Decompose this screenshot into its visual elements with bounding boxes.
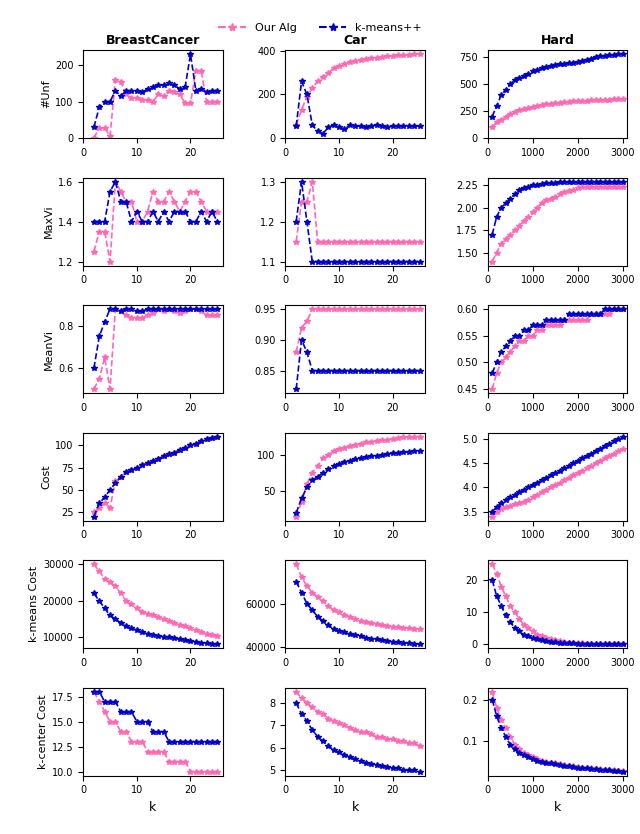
- Y-axis label: #Unf: #Unf: [41, 80, 51, 108]
- Title: Car: Car: [343, 34, 367, 48]
- Legend: Our Alg, k-means++: Our Alg, k-means++: [214, 18, 426, 37]
- Title: BreastCancer: BreastCancer: [106, 34, 200, 48]
- X-axis label: k: k: [149, 801, 157, 814]
- Title: Hard: Hard: [541, 34, 574, 48]
- Y-axis label: k-center Cost: k-center Cost: [38, 695, 48, 769]
- Y-axis label: MeanVi: MeanVi: [44, 329, 54, 369]
- X-axis label: k: k: [351, 801, 359, 814]
- Y-axis label: MaxVi: MaxVi: [44, 204, 54, 239]
- Y-axis label: k-means Cost: k-means Cost: [29, 566, 38, 642]
- Y-axis label: Cost: Cost: [41, 465, 51, 489]
- X-axis label: k: k: [554, 801, 561, 814]
